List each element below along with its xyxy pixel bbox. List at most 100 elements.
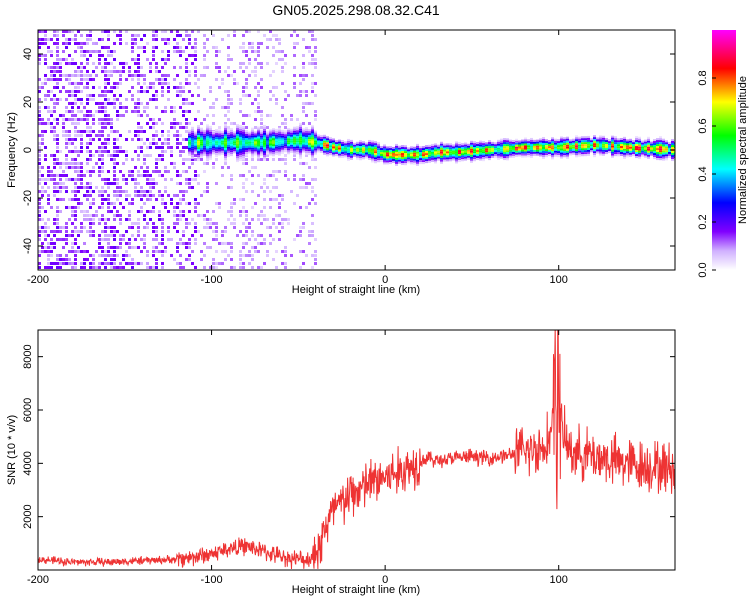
heatmap-cell bbox=[209, 226, 212, 229]
heatmap-ridge-cell bbox=[236, 126, 239, 129]
heatmap-cell bbox=[311, 190, 314, 193]
heatmap-cell bbox=[92, 214, 95, 217]
heatmap-cell bbox=[185, 122, 188, 125]
heatmap-cell bbox=[188, 38, 191, 41]
heatmap-cell bbox=[89, 130, 92, 133]
heatmap-cell bbox=[218, 66, 221, 69]
heatmap-ridge-cell bbox=[455, 153, 458, 156]
heatmap-cell bbox=[86, 190, 89, 193]
heatmap-ridge-cell bbox=[368, 151, 371, 154]
heatmap-ridge-cell bbox=[512, 147, 515, 150]
heatmap-cell bbox=[44, 158, 47, 161]
heatmap-cell bbox=[155, 182, 158, 185]
heatmap-cell bbox=[170, 106, 173, 109]
heatmap-cell bbox=[230, 258, 233, 261]
heatmap-ridge-cell bbox=[287, 134, 290, 137]
heatmap-cell bbox=[86, 38, 89, 41]
heatmap-cell bbox=[143, 34, 146, 37]
heatmap-ridge-cell bbox=[542, 137, 545, 140]
heatmap-ridge-cell bbox=[269, 143, 272, 146]
heatmap-cell bbox=[161, 238, 164, 241]
heatmap-ridge-cell bbox=[515, 150, 518, 153]
heatmap-cell bbox=[65, 178, 68, 181]
heatmap-cell bbox=[311, 90, 314, 93]
heatmap-ridge-cell bbox=[641, 144, 644, 147]
heatmap-cell bbox=[122, 178, 125, 181]
heatmap-cell bbox=[155, 90, 158, 93]
heatmap-ridge-cell bbox=[275, 148, 278, 151]
heatmap-cell bbox=[44, 230, 47, 233]
heatmap-cell bbox=[272, 158, 275, 161]
heatmap-ridge-cell bbox=[227, 152, 230, 155]
heatmap-ridge-cell bbox=[293, 148, 296, 151]
heatmap-ridge-cell bbox=[254, 151, 257, 154]
heatmap-cell bbox=[308, 166, 311, 169]
heatmap-ridge-cell bbox=[665, 148, 668, 151]
heatmap-cell bbox=[173, 50, 176, 53]
heatmap-cell bbox=[101, 106, 104, 109]
heatmap-cell bbox=[131, 222, 134, 225]
heatmap-ridge-cell bbox=[419, 158, 422, 161]
heatmap-ridge-cell bbox=[374, 155, 377, 158]
heatmap-cell bbox=[113, 266, 116, 269]
heatmap-cell bbox=[104, 258, 107, 261]
heatmap-cell bbox=[119, 102, 122, 105]
heatmap-cell bbox=[284, 98, 287, 101]
heatmap-ridge-cell bbox=[287, 150, 290, 153]
heatmap-ridge-cell bbox=[236, 144, 239, 147]
heatmap-cell bbox=[260, 126, 263, 129]
heatmap-ridge-cell bbox=[194, 131, 197, 134]
heatmap-cell bbox=[245, 226, 248, 229]
heatmap-cell bbox=[239, 210, 242, 213]
heatmap-cell bbox=[92, 114, 95, 117]
heatmap-cell bbox=[245, 234, 248, 237]
heatmap-cell bbox=[197, 174, 200, 177]
heatmap-ridge-cell bbox=[290, 142, 293, 145]
heatmap-ridge-cell bbox=[560, 146, 563, 149]
heatmap-ridge-cell bbox=[449, 155, 452, 158]
heatmap-cell bbox=[101, 94, 104, 97]
heatmap-ridge-cell bbox=[428, 150, 431, 153]
heatmap-ridge-cell bbox=[308, 133, 311, 136]
heatmap-cell bbox=[80, 142, 83, 145]
heatmap-ridge-cell bbox=[449, 157, 452, 160]
heatmap-ridge-cell bbox=[659, 146, 662, 149]
heatmap-ridge-cell bbox=[251, 139, 254, 142]
heatmap-cell bbox=[257, 54, 260, 57]
heatmap-ridge-cell bbox=[440, 153, 443, 156]
heatmap-cell bbox=[77, 66, 80, 69]
heatmap-cell bbox=[47, 202, 50, 205]
heatmap-ridge-cell bbox=[578, 152, 581, 155]
heatmap-cell bbox=[95, 110, 98, 113]
heatmap-ridge-cell bbox=[425, 159, 428, 162]
heatmap-cell bbox=[62, 226, 65, 229]
heatmap-cell bbox=[116, 86, 119, 89]
heatmap-ridge-cell bbox=[314, 136, 317, 139]
heatmap-ridge-cell bbox=[359, 150, 362, 153]
heatmap-cell bbox=[92, 170, 95, 173]
heatmap-cell bbox=[80, 222, 83, 225]
heatmap-ridge-cell bbox=[296, 138, 299, 141]
heatmap-cell bbox=[128, 74, 131, 77]
heatmap-ridge-cell bbox=[323, 144, 326, 147]
heatmap-ridge-cell bbox=[431, 143, 434, 146]
heatmap-ridge-cell bbox=[257, 148, 260, 151]
heatmap-ridge-cell bbox=[239, 128, 242, 131]
heatmap-ridge-cell bbox=[668, 155, 671, 158]
heatmap-cell bbox=[311, 58, 314, 61]
heatmap-cell bbox=[248, 58, 251, 61]
heatmap-ridge-cell bbox=[245, 140, 248, 143]
heatmap-cell bbox=[107, 246, 110, 249]
heatmap-cell bbox=[140, 186, 143, 189]
heatmap-ridge-cell bbox=[473, 153, 476, 156]
heatmap-ridge-cell bbox=[326, 142, 329, 145]
heatmap-cell bbox=[38, 106, 41, 109]
heatmap-ridge-cell bbox=[668, 141, 671, 144]
heatmap-cell bbox=[263, 182, 266, 185]
heatmap-cell bbox=[62, 86, 65, 89]
heatmap-ridge-cell bbox=[230, 128, 233, 131]
heatmap-ridge-cell bbox=[287, 142, 290, 145]
heatmap-ridge-cell bbox=[236, 154, 239, 157]
heatmap-cell bbox=[113, 158, 116, 161]
heatmap-ridge-cell bbox=[362, 155, 365, 158]
